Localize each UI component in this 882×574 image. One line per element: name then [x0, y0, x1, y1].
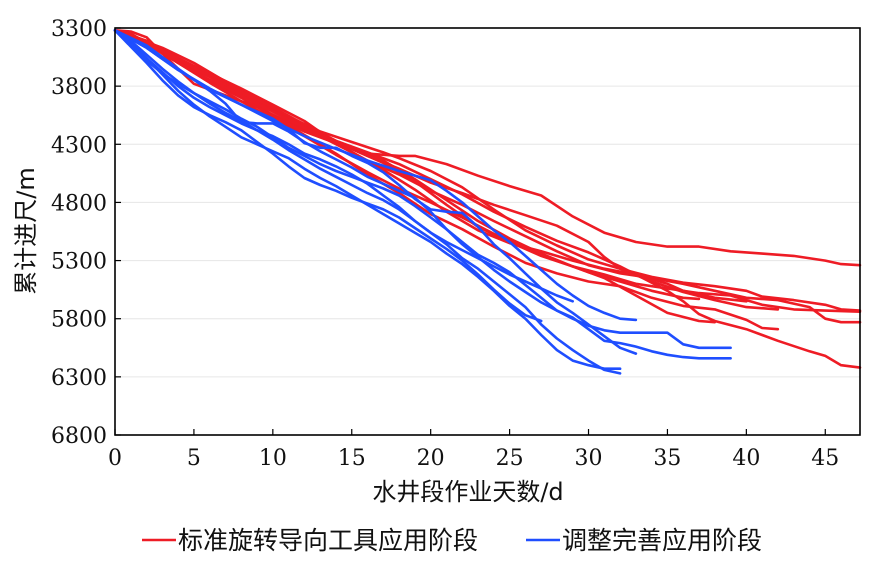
series-lines: [113, 28, 862, 375]
x-tick-label: 10: [259, 446, 287, 471]
x-tick-label: 20: [417, 446, 445, 471]
series-line-red: [113, 28, 862, 267]
x-ticks: 0 5 10 15 20 25 30 35 40 45: [108, 429, 839, 471]
x-tick-label: 30: [575, 446, 603, 471]
series-line-red: [113, 28, 701, 301]
legend: 标准旋转导向工具应用阶段 调整完善应用阶段: [142, 526, 762, 555]
series-line-red: [113, 28, 862, 369]
y-tick-label: 4800: [51, 191, 107, 216]
series-line-blue: [113, 28, 732, 350]
y-tick-label: 4300: [51, 133, 107, 158]
x-tick-label: 45: [811, 446, 839, 471]
y-tick-label: 5300: [51, 250, 107, 275]
y-tick-label: 3300: [51, 17, 107, 42]
series-line-red: [113, 28, 862, 324]
x-tick-label: 5: [187, 446, 201, 471]
y-tick-label: 6300: [51, 366, 107, 391]
series-line-red: [113, 28, 862, 312]
y-tick-label: 5800: [51, 308, 107, 333]
series-line-blue: [113, 28, 638, 322]
legend-label-blue: 调整完善应用阶段: [562, 526, 762, 555]
x-tick-label: 40: [732, 446, 760, 471]
y-ticks: 3300 3800 4300 4800 5300 5800 6300 6800: [51, 17, 121, 449]
x-axis-title: 水井段作业天数/d: [372, 478, 563, 506]
y-axis-title: 累计进尺/m: [12, 167, 40, 294]
legend-label-red: 标准旋转导向工具应用阶段: [178, 526, 478, 555]
x-tick-label: 0: [108, 446, 122, 471]
y-tick-label: 3800: [51, 75, 107, 100]
x-tick-label: 15: [338, 446, 366, 471]
y-tick-label: 6800: [51, 424, 107, 449]
x-tick-label: 25: [496, 446, 524, 471]
x-tick-label: 35: [653, 446, 681, 471]
plot-frame: [114, 27, 861, 436]
series-line-red: [113, 28, 780, 311]
series-line-blue: [113, 28, 543, 323]
series-line-blue: [113, 28, 575, 303]
series-line-red: [113, 28, 862, 314]
